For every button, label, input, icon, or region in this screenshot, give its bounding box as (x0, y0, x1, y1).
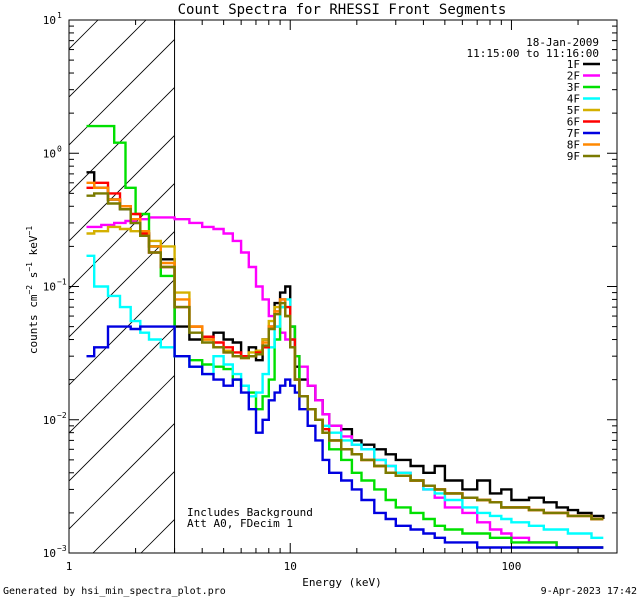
legend-label-3F: 3F (567, 81, 580, 94)
legend-label-2F: 2F (567, 70, 580, 83)
y-tick-label: 10 −3 (43, 544, 67, 560)
annotation-background: Includes Background (187, 506, 313, 519)
legend-label-4F: 4F (567, 93, 580, 106)
footer-timestamp: 9-Apr-2023 17:42 (541, 586, 637, 597)
chart-title: Count Spectra for RHESSI Front Segments (178, 2, 507, 18)
x-tick-label: 10 (284, 560, 297, 573)
svg-text:−1: −1 (57, 278, 67, 287)
svg-text:−2: −2 (57, 411, 67, 420)
x-tick-label: 100 (502, 560, 522, 573)
x-tick-label: 1 (66, 560, 73, 573)
y-tick-label: 10 −1 (43, 278, 67, 294)
series-line-2F (86, 216, 604, 549)
series-layer (86, 124, 605, 549)
svg-text:10: 10 (43, 147, 56, 160)
x-axis-label: Energy (keV) (302, 576, 381, 589)
y-label-mid: s (27, 272, 40, 285)
legend-label-9F: 9F (567, 150, 580, 163)
y-label-exp2: −1 (25, 262, 34, 272)
series-line-7F (86, 325, 604, 549)
annotation-attenuator: Att A0, FDecim 1 (187, 517, 293, 530)
legend-label-1F: 1F (567, 58, 580, 71)
svg-text:10: 10 (43, 547, 56, 560)
svg-text:10: 10 (43, 414, 56, 427)
legend-label-6F: 6F (567, 116, 580, 129)
y-tick-label: 10 1 (43, 11, 62, 27)
svg-text:10: 10 (43, 14, 56, 27)
series-line-9F (86, 192, 604, 521)
y-label-exp1: −2 (25, 285, 34, 295)
y-axis-label: counts cm−2 s−1 keV−1 (25, 226, 40, 354)
legend-time-range: 11:15:00 to 11:16:00 (467, 47, 599, 60)
y-label-tail: keV (27, 235, 40, 262)
svg-text:10: 10 (43, 281, 56, 294)
svg-text:counts cm−2 s−1 keV−1: counts cm−2 s−1 keV−1 (25, 226, 40, 354)
legend-label-8F: 8F (567, 139, 580, 152)
y-label-exp3: −1 (25, 226, 34, 236)
y-tick-label: 10 −2 (43, 411, 67, 427)
y-tick-label: 10 0 (43, 144, 62, 160)
legend-label-7F: 7F (567, 127, 580, 140)
y-label-base: counts cm (27, 294, 40, 354)
legend-label-5F: 5F (567, 104, 580, 117)
svg-text:−3: −3 (57, 544, 67, 553)
footer-generated-by: Generated by hsi_min_spectra_plot.pro (3, 586, 226, 597)
svg-text:1: 1 (57, 11, 62, 20)
svg-text:0: 0 (57, 144, 62, 153)
legend-date: 18-Jan-2009 (526, 36, 599, 49)
